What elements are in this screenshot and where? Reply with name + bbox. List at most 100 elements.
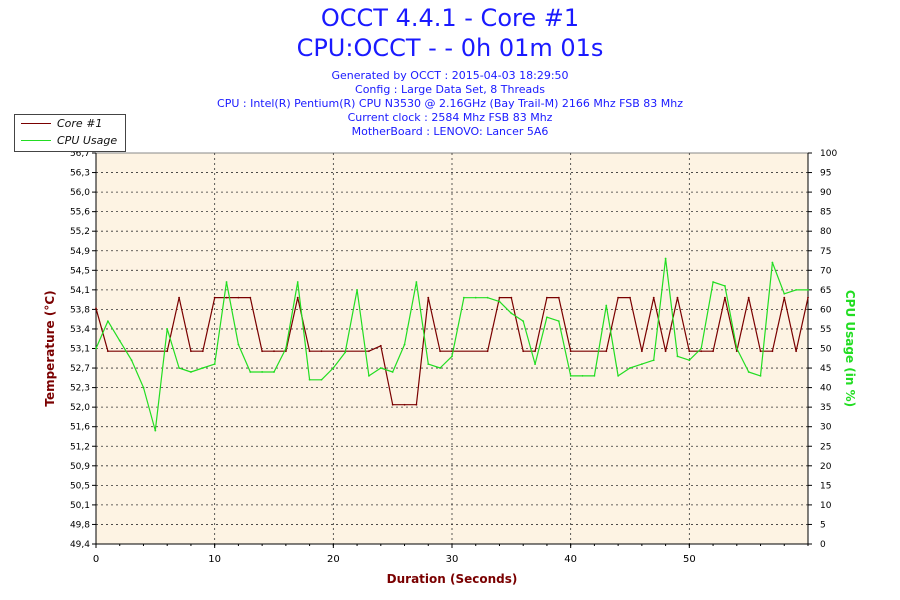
y-tick-label: 54,1: [70, 286, 90, 296]
cpu-usage-point: [356, 288, 358, 291]
cpu-usage-point: [451, 355, 453, 358]
y2-tick-label: 25: [820, 442, 831, 452]
cpu-usage-point: [225, 281, 228, 283]
y-tick-label: 54,5: [70, 266, 90, 276]
cpu-usage-point: [569, 374, 572, 377]
temperature-point: [688, 350, 691, 353]
cpu-usage-point: [237, 343, 240, 346]
cpu-usage-point: [700, 347, 703, 350]
y-tick-label: 56,7: [70, 149, 90, 159]
cpu-usage-point: [688, 359, 691, 362]
temperature-point: [759, 350, 762, 353]
y-tick-label: 50,5: [70, 481, 90, 491]
cpu-usage-point: [379, 367, 382, 369]
temperature-point: [735, 350, 738, 353]
temperature-point: [795, 350, 798, 353]
y2-tick-label: 75: [820, 247, 831, 257]
cpu-usage-point: [462, 296, 465, 299]
y2-tick-label: 45: [820, 364, 831, 374]
temperature-point: [237, 296, 240, 299]
legend-item-usage: CPU Usage: [15, 132, 125, 149]
cpu-usage-point: [747, 371, 750, 373]
cpu-usage-point: [273, 371, 275, 373]
cpu-usage-point: [593, 374, 596, 377]
cpu-usage-point: [605, 304, 608, 307]
cpu-usage-point: [213, 363, 216, 366]
y-tick-label: 50,1: [70, 501, 90, 511]
y-tick-label: 55,6: [70, 208, 90, 218]
y-tick-label: 55,2: [70, 227, 90, 237]
temperature-point: [629, 296, 631, 299]
cpu-usage-point: [546, 316, 548, 319]
y2-tick-label: 15: [820, 481, 831, 491]
temperature-point: [320, 350, 323, 353]
cpu-usage-point: [166, 328, 169, 330]
cpu-usage-point: [735, 347, 738, 350]
temperature-point: [403, 403, 406, 406]
y-tick-label: 52,7: [70, 364, 90, 374]
y-tick-label: 53,4: [70, 325, 90, 335]
temperature-point: [486, 350, 489, 353]
y-axis-title: Temperature (°C): [43, 290, 57, 406]
legend-swatch-usage: [21, 140, 51, 141]
cpu-usage-point: [403, 343, 406, 346]
cpu-usage-point: [629, 367, 631, 369]
cpu-usage-point: [142, 386, 145, 389]
cpu-usage-point: [439, 367, 442, 369]
cpu-usage-point: [320, 378, 323, 381]
y2-tick-label: 70: [820, 266, 832, 276]
cpu-usage-point: [676, 355, 679, 358]
y2-tick-label: 60: [820, 305, 832, 315]
x-tick-label: 40: [564, 554, 577, 565]
cpu-usage-point: [427, 363, 430, 366]
temperature-point: [617, 296, 620, 299]
y-tick-label: 51,6: [70, 423, 90, 433]
cpu-usage-point: [664, 257, 667, 260]
y-tick-label: 49,8: [70, 520, 90, 530]
temperature-point: [605, 350, 608, 353]
temperature-point: [724, 296, 726, 299]
temperature-point: [771, 350, 774, 353]
temperature-series-line: [95, 297, 809, 406]
x-tick-label: 0: [93, 554, 99, 565]
y2-tick-label: 95: [820, 169, 831, 179]
cpu-usage-point: [522, 320, 525, 323]
legend-label-usage: CPU Usage: [57, 134, 118, 147]
temperature-point: [379, 344, 382, 347]
cpu-usage-point: [783, 292, 786, 295]
legend-label-temp: Core #1: [57, 117, 103, 130]
temperature-point: [640, 350, 643, 353]
temperature-point: [225, 296, 228, 299]
info-clock: Current clock : 2584 Mhz FSB 83 Mhz: [347, 111, 553, 124]
y-tick-label: 50,9: [70, 462, 90, 472]
y2-tick-label: 65: [820, 286, 831, 296]
temperature-point: [676, 296, 679, 299]
x-tick-label: 10: [208, 554, 221, 565]
temperature-point: [308, 350, 311, 353]
y2-tick-label: 5: [820, 520, 826, 530]
y-tick-label: 56,3: [70, 169, 90, 179]
temperature-point: [368, 350, 370, 353]
y2-axis-title: CPU Usage (in %): [843, 290, 857, 407]
cpu-usage-point: [332, 367, 335, 369]
y2-tick-label: 100: [820, 149, 837, 159]
x-tick-label: 30: [446, 554, 459, 565]
temperature-point: [557, 296, 560, 299]
legend-swatch-temp: [21, 123, 51, 124]
temperature-point: [296, 296, 299, 299]
temperature-point: [273, 350, 275, 353]
cpu-usage-point: [106, 320, 109, 323]
temperature-point: [201, 350, 204, 353]
cpu-usage-point: [652, 359, 655, 362]
cpu-usage-point: [807, 288, 809, 291]
y2-tick-label: 50: [820, 345, 832, 355]
temperature-point: [391, 403, 394, 406]
temperature-point: [747, 296, 750, 299]
x-tick-label: 50: [683, 554, 696, 565]
cpu-usage-point: [534, 363, 536, 366]
temperature-point: [439, 350, 442, 353]
y2-tick-label: 30: [820, 423, 832, 433]
temperature-point: [783, 296, 786, 299]
info-cpu: CPU : Intel(R) Pentium(R) CPU N3530 @ 2.…: [217, 97, 683, 110]
